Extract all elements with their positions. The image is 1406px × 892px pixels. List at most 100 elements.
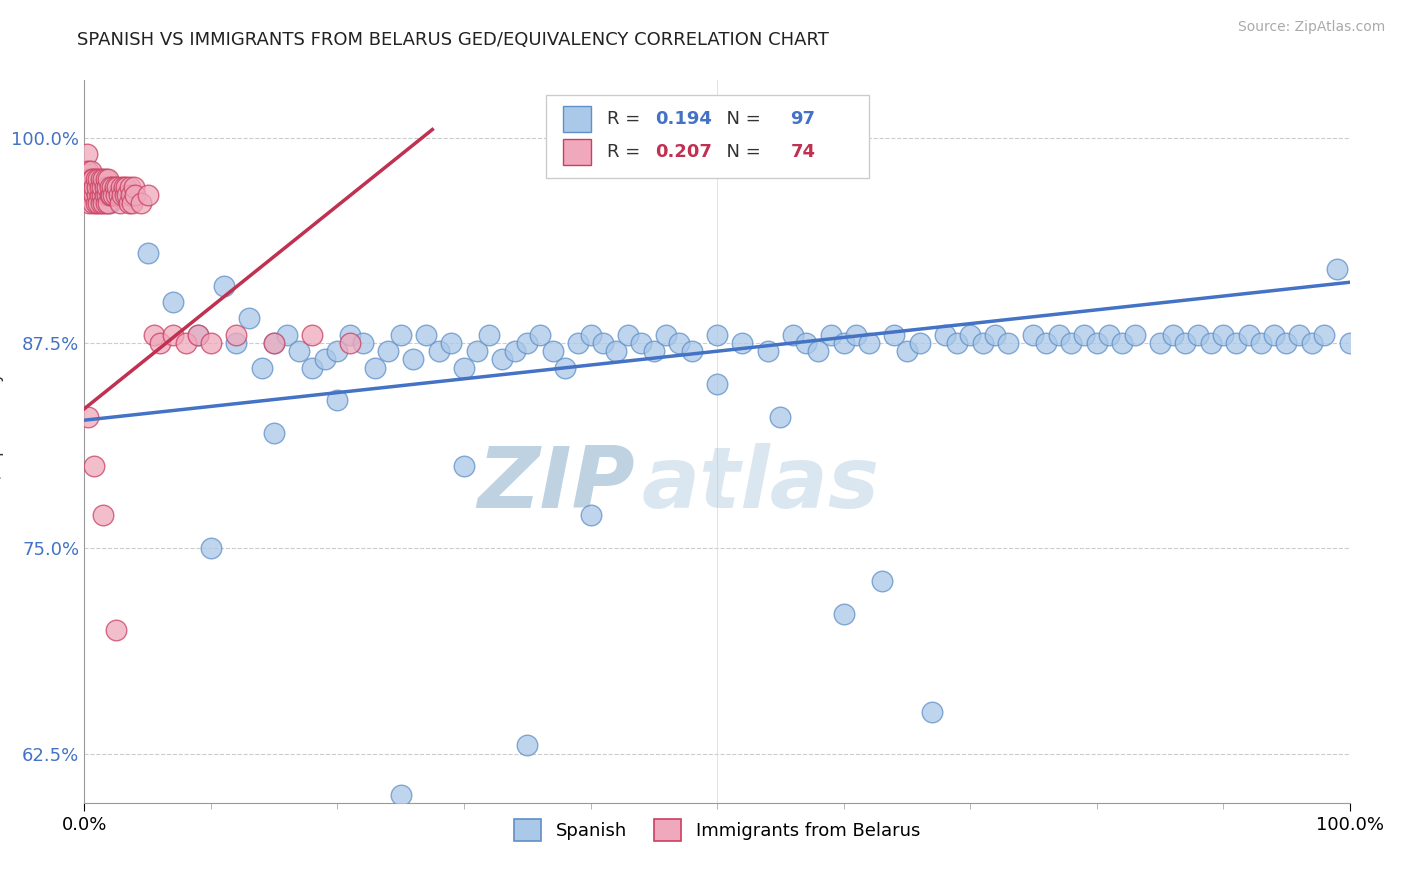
Point xyxy=(301,327,323,342)
Point xyxy=(427,344,450,359)
Point xyxy=(579,327,602,342)
Point xyxy=(120,188,142,202)
Point xyxy=(91,180,114,194)
Point xyxy=(1263,327,1285,342)
Point xyxy=(121,196,143,211)
Point xyxy=(100,188,122,202)
Point xyxy=(946,336,969,351)
Point xyxy=(1212,327,1234,342)
Point xyxy=(782,327,804,342)
Point xyxy=(94,171,117,186)
Point xyxy=(402,352,425,367)
Point xyxy=(1149,336,1171,351)
Point xyxy=(263,336,285,351)
Point xyxy=(529,327,551,342)
Point xyxy=(93,180,115,194)
Point xyxy=(98,188,121,202)
Point xyxy=(83,459,105,474)
Point xyxy=(86,188,108,202)
Point xyxy=(79,180,103,194)
Point xyxy=(1111,336,1133,351)
Point xyxy=(114,188,136,202)
Text: R =: R = xyxy=(607,143,645,161)
Point xyxy=(706,327,728,342)
Text: 74: 74 xyxy=(790,143,815,161)
Point xyxy=(478,327,501,342)
Point xyxy=(1123,327,1146,342)
Text: SPANISH VS IMMIGRANTS FROM BELARUS GED/EQUIVALENCY CORRELATION CHART: SPANISH VS IMMIGRANTS FROM BELARUS GED/E… xyxy=(77,31,830,49)
Point xyxy=(84,171,107,186)
Point xyxy=(110,180,132,194)
Text: atlas: atlas xyxy=(641,443,879,526)
FancyBboxPatch shape xyxy=(546,95,869,178)
Point xyxy=(107,188,129,202)
Point xyxy=(579,508,602,523)
Point xyxy=(503,344,526,359)
Point xyxy=(101,180,124,194)
Point xyxy=(89,188,111,202)
Point xyxy=(89,180,111,194)
Point xyxy=(94,196,117,211)
Point xyxy=(187,327,209,342)
Point xyxy=(389,327,412,342)
Point xyxy=(1225,336,1247,351)
Point xyxy=(516,739,538,753)
Point xyxy=(79,163,103,178)
Point xyxy=(98,196,121,211)
Point xyxy=(883,327,905,342)
Point xyxy=(93,171,115,186)
Point xyxy=(1047,327,1070,342)
Point xyxy=(301,360,323,375)
Point xyxy=(1161,327,1184,342)
Point xyxy=(756,344,779,359)
Point xyxy=(82,196,104,211)
Point xyxy=(87,196,110,211)
Point xyxy=(870,574,893,588)
Point xyxy=(567,336,589,351)
Point xyxy=(1339,336,1361,351)
Point xyxy=(1250,336,1272,351)
Text: N =: N = xyxy=(714,110,766,128)
Point xyxy=(83,180,105,194)
Point xyxy=(516,336,538,351)
Point xyxy=(959,327,981,342)
Point xyxy=(143,327,166,342)
Point xyxy=(263,426,285,441)
Point xyxy=(807,344,830,359)
Point xyxy=(105,624,127,638)
Text: Source: ZipAtlas.com: Source: ZipAtlas.com xyxy=(1237,20,1385,34)
Text: 0.207: 0.207 xyxy=(655,143,711,161)
Point xyxy=(93,196,115,211)
Point xyxy=(554,360,576,375)
Point xyxy=(541,344,564,359)
Point xyxy=(77,180,100,194)
Point xyxy=(491,352,513,367)
Y-axis label: GED/Equivalency: GED/Equivalency xyxy=(0,370,3,513)
Point xyxy=(820,327,842,342)
Point xyxy=(200,336,222,351)
Point xyxy=(668,336,690,351)
Point xyxy=(80,188,103,202)
Point xyxy=(76,147,98,161)
Point xyxy=(364,360,387,375)
Point xyxy=(934,327,956,342)
Point xyxy=(617,327,640,342)
Point xyxy=(288,344,311,359)
Point xyxy=(453,459,475,474)
Point xyxy=(1313,327,1336,342)
Point xyxy=(997,336,1019,351)
Point xyxy=(162,295,184,310)
Point xyxy=(389,788,412,802)
Point xyxy=(200,541,222,556)
Point xyxy=(187,327,209,342)
Point xyxy=(103,188,125,202)
Point xyxy=(93,188,115,202)
Point xyxy=(1060,336,1083,351)
Point xyxy=(643,344,665,359)
Point xyxy=(98,180,121,194)
Point xyxy=(225,336,247,351)
Point xyxy=(592,336,614,351)
Point xyxy=(1199,336,1222,351)
Point xyxy=(77,163,100,178)
Point xyxy=(832,607,855,621)
